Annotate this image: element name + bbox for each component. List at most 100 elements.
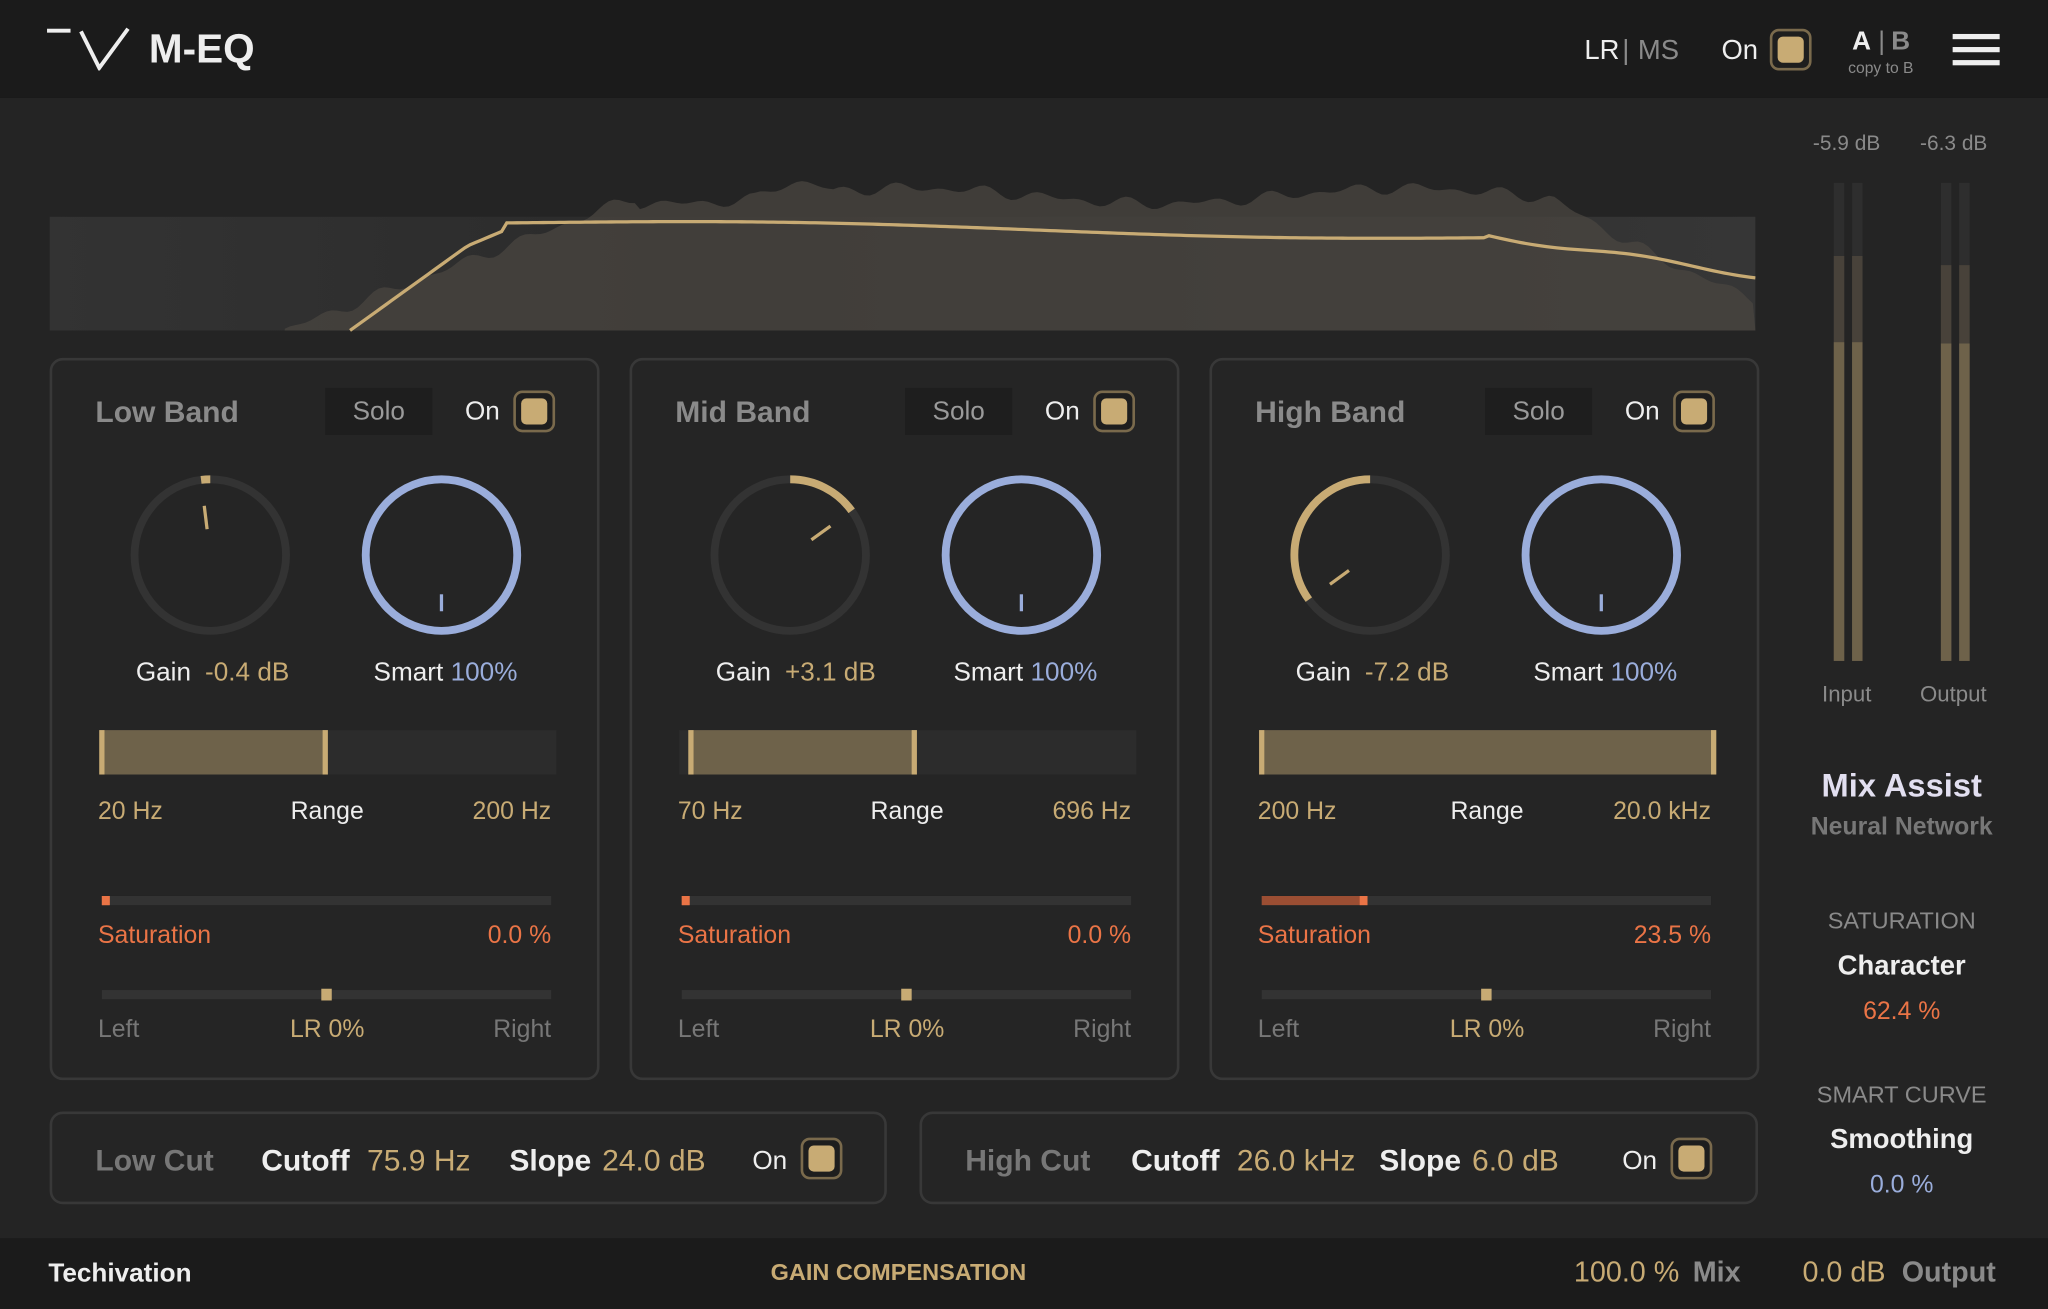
output-gain-label: Output: [1901, 1255, 1996, 1288]
saturation-value[interactable]: 0.0 %: [487, 922, 552, 950]
range-fill[interactable]: [99, 730, 328, 775]
band-on-toggle[interactable]: [513, 390, 556, 433]
range-high-value[interactable]: 696 Hz: [1052, 798, 1132, 826]
menu-icon[interactable]: [1952, 33, 2000, 66]
solo-button[interactable]: Solo: [1485, 387, 1593, 435]
cut-on-toggle[interactable]: [800, 1137, 843, 1180]
input-meter-label: Input: [1822, 681, 1872, 707]
gain-compensation-button[interactable]: GAIN COMPENSATION: [770, 1259, 1027, 1286]
smart-label: Smart: [1533, 658, 1604, 688]
saturation-label: Saturation: [677, 922, 792, 950]
solo-button[interactable]: Solo: [905, 387, 1013, 435]
mix-label: Mix: [1692, 1255, 1741, 1288]
gain-knob[interactable]: [130, 475, 290, 635]
ms-mode-button[interactable]: MS: [1637, 35, 1680, 66]
cutoff-label: Cutoff: [1131, 1142, 1220, 1177]
mix-assist-title[interactable]: Mix Assist: [1821, 767, 1982, 805]
pan-value[interactable]: LR 0%: [869, 1016, 945, 1044]
gain-value[interactable]: -0.4 dB: [205, 658, 290, 688]
pan-slider[interactable]: [101, 988, 552, 1001]
copy-to-b-button[interactable]: copy to B: [1848, 58, 1914, 78]
saturation-value[interactable]: 0.0 %: [1067, 922, 1132, 950]
smart-knob[interactable]: [941, 475, 1102, 635]
saturation-fill[interactable]: [681, 895, 690, 906]
pan-slider[interactable]: [681, 988, 1132, 1001]
smart-value[interactable]: 100%: [1610, 658, 1678, 688]
global-on-toggle[interactable]: [1769, 28, 1812, 71]
range-high-value[interactable]: 20.0 kHz: [1613, 798, 1712, 826]
cut-on-toggle[interactable]: [1670, 1137, 1713, 1180]
band-on-label: On: [1624, 397, 1660, 426]
lr-mode-button[interactable]: LR: [1584, 35, 1620, 66]
input-meter-bar: [1833, 182, 1845, 661]
preset-b-button[interactable]: B: [1891, 27, 1911, 57]
band-title: High Band: [1255, 394, 1406, 429]
spectrum-fill: [284, 181, 1756, 331]
saturation-slider[interactable]: [681, 895, 1132, 906]
pan-right-label: Right: [1653, 1016, 1712, 1044]
footer-bar: Techivation GAIN COMPENSATION 100.0 % Mi…: [0, 1238, 2048, 1309]
output-meter-value: -6.3 dB: [1919, 133, 1988, 156]
saturation-slider[interactable]: [1261, 895, 1712, 906]
band-on-label: On: [464, 397, 500, 426]
range-fill[interactable]: [688, 730, 917, 775]
range-fill[interactable]: [1259, 730, 1717, 775]
saturation-fill[interactable]: [101, 895, 110, 906]
smoothing-value[interactable]: 0.0 %: [1869, 1171, 1934, 1200]
saturation-label: Saturation: [97, 922, 212, 950]
logo-icon: [47, 27, 130, 71]
input-meter-value: -5.9 dB: [1812, 133, 1881, 156]
saturation-fill[interactable]: [1261, 895, 1368, 906]
band-on-toggle[interactable]: [1093, 390, 1136, 433]
preset-a-button[interactable]: A: [1852, 27, 1871, 57]
cut-title: Low Cut: [95, 1142, 214, 1177]
spectrum-analyzer[interactable]: [49, 131, 1756, 333]
pan-value[interactable]: LR 0%: [1449, 1016, 1525, 1044]
pan-left-label: Left: [677, 1016, 720, 1044]
mix-assist-panel[interactable]: Mix Assist Neural Network SATURATION Cha…: [1784, 768, 2019, 1200]
saturation-character[interactable]: Character: [1837, 950, 1966, 981]
range-low-value[interactable]: 20 Hz: [97, 798, 163, 826]
range-slider[interactable]: [99, 730, 557, 775]
slope-value[interactable]: 24.0 dB: [602, 1142, 706, 1177]
pan-handle[interactable]: [321, 988, 332, 1001]
smart-knob[interactable]: [1521, 475, 1681, 635]
band-panel-mid-band: Mid Band Solo On Gain +3.1 dB Smart 100%…: [629, 357, 1180, 1081]
range-low-value[interactable]: 200 Hz: [1257, 798, 1337, 826]
smart-value[interactable]: 100%: [450, 658, 518, 688]
gain-value[interactable]: -7.2 dB: [1364, 658, 1450, 688]
cutoff-value[interactable]: 75.9 Hz: [367, 1142, 471, 1177]
app-title: M-EQ: [148, 26, 255, 72]
saturation-character-value[interactable]: 62.4 %: [1863, 997, 1941, 1026]
gain-knob[interactable]: [1290, 475, 1450, 635]
saturation-value[interactable]: 23.5 %: [1633, 922, 1712, 950]
smart-knob[interactable]: [361, 475, 522, 635]
band-panel-low-band: Low Band Solo On Gain -0.4 dB Smart 100%…: [49, 357, 600, 1081]
pan-slider[interactable]: [1261, 988, 1712, 1001]
smart-value[interactable]: 100%: [1030, 658, 1098, 688]
range-slider[interactable]: [1259, 730, 1717, 775]
slope-label: Slope: [1379, 1142, 1462, 1177]
eq-curve: [349, 219, 1756, 332]
solo-button[interactable]: Solo: [325, 387, 433, 435]
range-label: Range: [290, 798, 364, 826]
cutoff-value[interactable]: 26.0 kHz: [1236, 1142, 1356, 1177]
range-low-value[interactable]: 70 Hz: [677, 798, 743, 826]
saturation-slider[interactable]: [101, 895, 552, 906]
slope-value[interactable]: 6.0 dB: [1471, 1142, 1559, 1177]
cutoff-label: Cutoff: [261, 1142, 350, 1177]
pan-handle[interactable]: [1481, 988, 1492, 1001]
band-on-toggle[interactable]: [1673, 390, 1715, 433]
output-gain-value[interactable]: 0.0 dB: [1802, 1255, 1886, 1288]
smart-curve-smoothing[interactable]: Smoothing: [1830, 1124, 1974, 1155]
output-meter-label: Output: [1919, 681, 1987, 707]
range-high-value[interactable]: 200 Hz: [472, 798, 552, 826]
mix-value[interactable]: 100.0 %: [1573, 1255, 1680, 1288]
gain-label: Gain: [135, 658, 192, 688]
knobs: [130, 475, 522, 635]
pan-handle[interactable]: [901, 988, 912, 1001]
range-slider[interactable]: [679, 730, 1137, 775]
pan-value[interactable]: LR 0%: [289, 1016, 365, 1044]
gain-value[interactable]: +3.1 dB: [784, 658, 876, 688]
gain-knob[interactable]: [710, 475, 870, 635]
